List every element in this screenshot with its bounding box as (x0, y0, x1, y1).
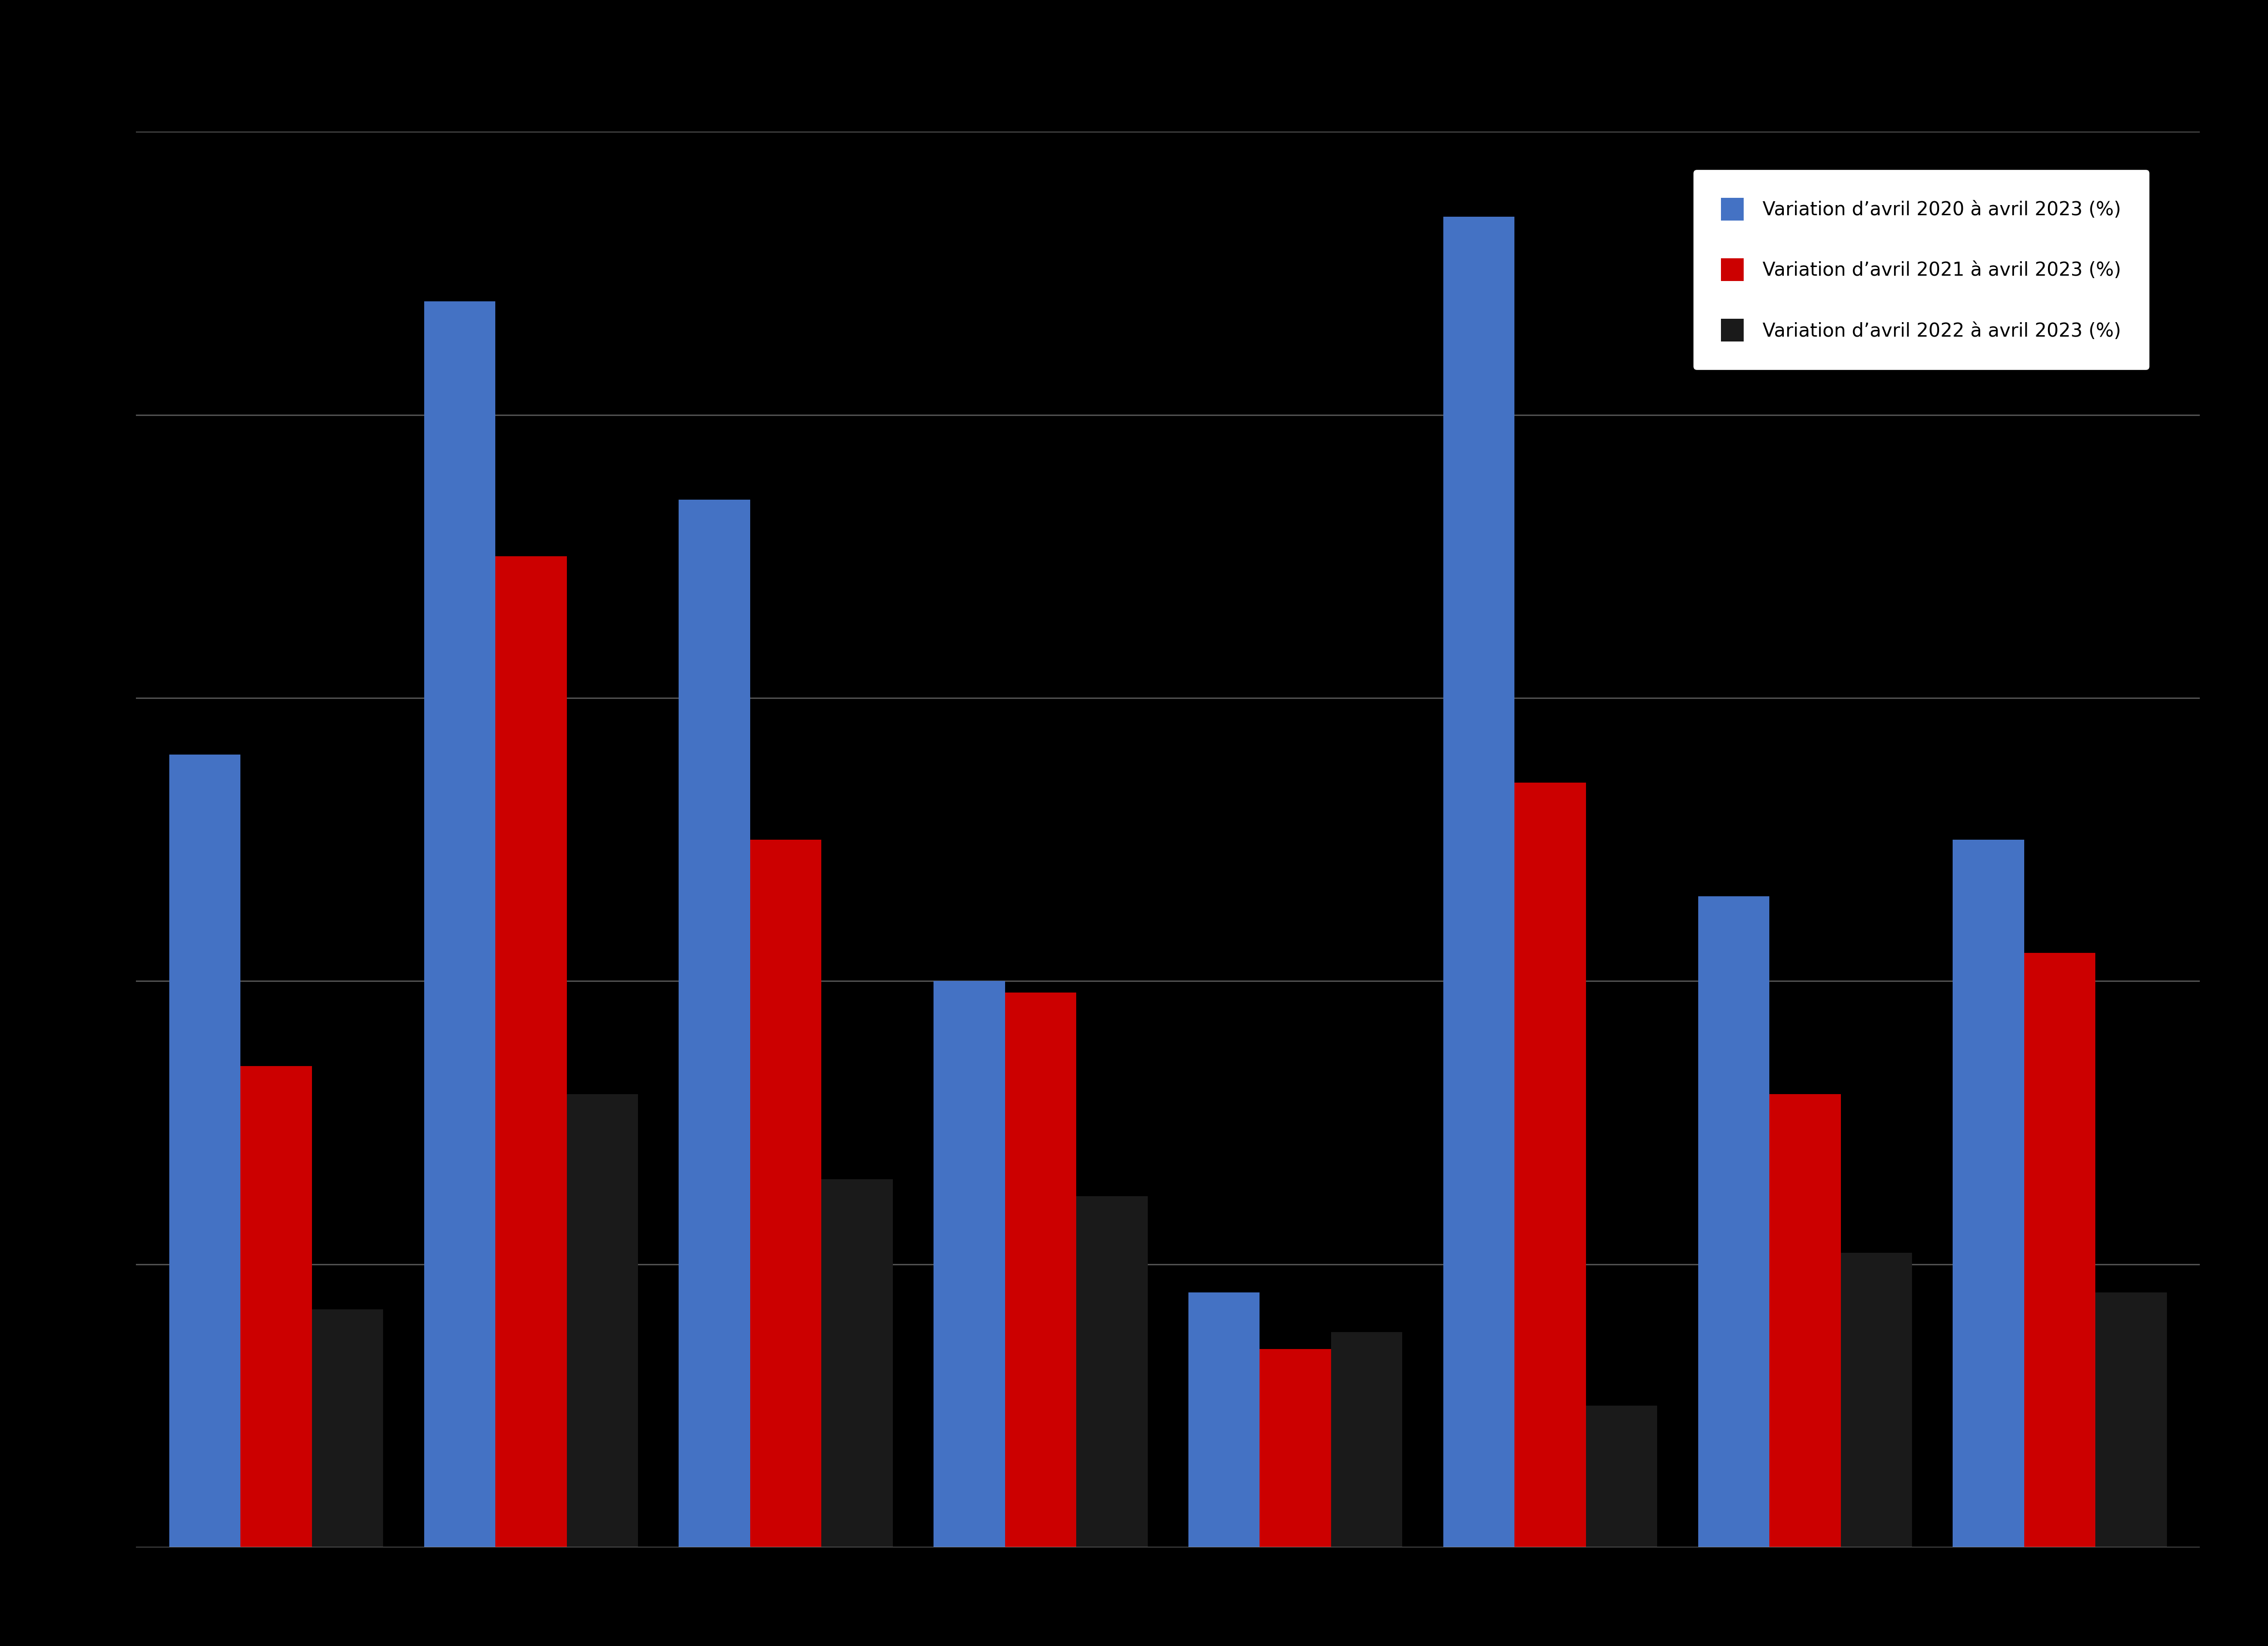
Bar (424, 301, 494, 1547)
Legend: Variation d’avril 2020 à avril 2023 (%), Variation d’avril 2021 à avril 2023 (%): Variation d’avril 2020 à avril 2023 (%),… (1692, 170, 2150, 370)
Bar (821, 1179, 894, 1547)
Bar (1699, 895, 1769, 1547)
Bar (1259, 1350, 1331, 1547)
Bar (1953, 839, 2023, 1547)
Bar (751, 839, 821, 1547)
Bar (170, 754, 240, 1547)
Bar (1585, 1406, 1658, 1547)
Bar (678, 500, 751, 1547)
Bar (494, 556, 567, 1547)
Bar (934, 981, 1005, 1547)
Bar (1188, 1292, 1259, 1547)
Bar (2096, 1292, 2166, 1547)
Bar (1842, 1253, 1912, 1547)
Bar (240, 1067, 313, 1547)
Bar (1515, 783, 1585, 1547)
Bar (1331, 1332, 1402, 1547)
Bar (1005, 993, 1077, 1547)
Bar (1077, 1197, 1148, 1547)
Bar (1442, 217, 1515, 1547)
Bar (1769, 1095, 1842, 1547)
Bar (2023, 953, 2096, 1547)
Bar (313, 1310, 383, 1547)
Bar (567, 1095, 637, 1547)
